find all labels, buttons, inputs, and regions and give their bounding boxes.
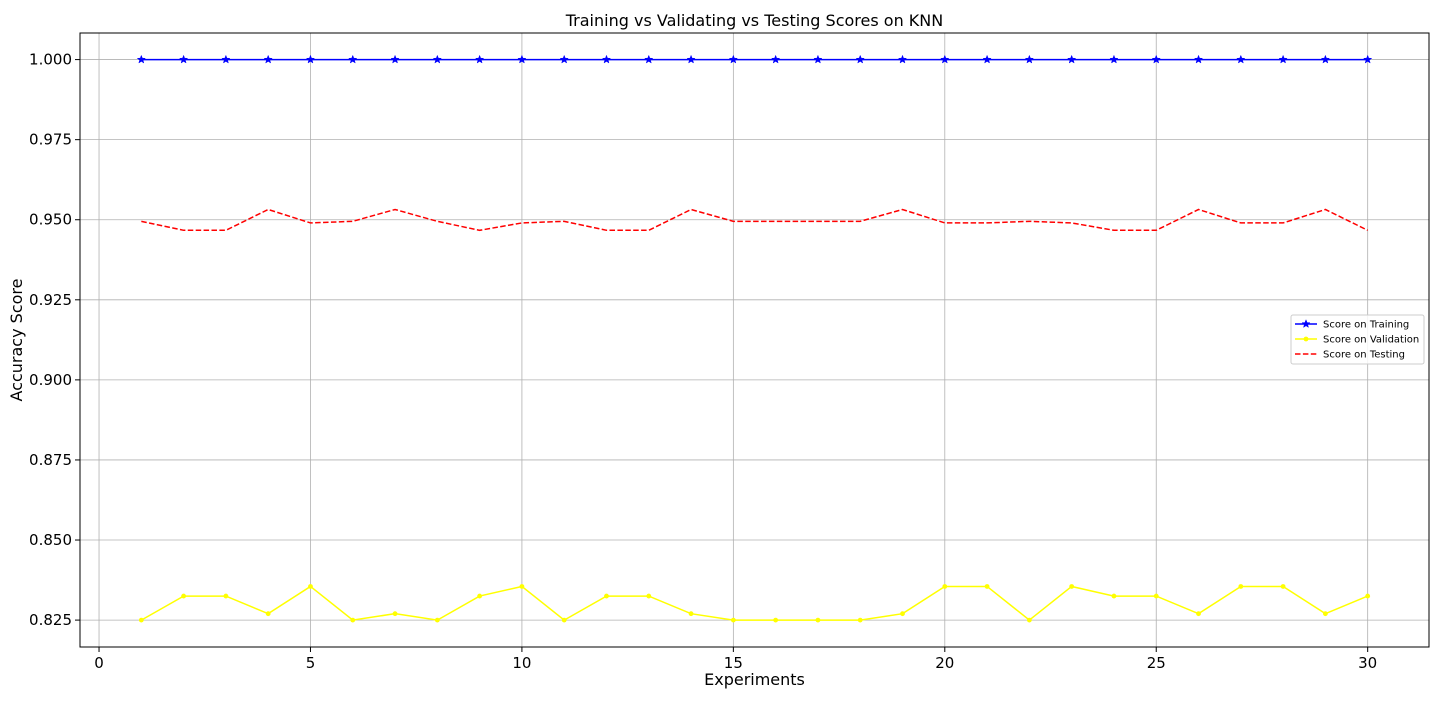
series-line: [140, 585, 1368, 622]
legend-marker: [1303, 336, 1309, 342]
data-point: [1153, 593, 1159, 599]
data-point: [1109, 54, 1119, 64]
data-point: [688, 611, 694, 617]
x-tick-label: 20: [935, 654, 954, 672]
data-point: [813, 54, 823, 64]
legend-box: [1290, 314, 1425, 365]
data-point: [221, 54, 231, 64]
data-point: [392, 611, 398, 617]
legend-marker: [1301, 319, 1311, 328]
data-point: [730, 617, 736, 623]
legend-item: Score on Testing: [1295, 350, 1405, 361]
data-point: [138, 617, 144, 623]
data-point: [815, 617, 821, 623]
series-line: [141, 208, 1369, 232]
data-point: [1238, 584, 1244, 589]
data-point: [178, 54, 189, 64]
legend-label: Score on Validation: [1323, 335, 1419, 346]
data-point: [519, 584, 525, 589]
data-point: [1236, 54, 1246, 64]
data-point: [1363, 54, 1373, 64]
grid: [80, 33, 1429, 647]
data-point: [1193, 54, 1204, 64]
data-point: [265, 611, 271, 617]
legend-item: Score on Training: [1295, 319, 1409, 331]
x-tick-label: 0: [94, 654, 104, 672]
data-point: [1151, 54, 1161, 64]
data-point: [517, 54, 527, 64]
data-point: [561, 617, 567, 623]
data-point: [1111, 593, 1117, 599]
y-tick-label: 0.925: [29, 291, 72, 309]
x-tick-label: 25: [1147, 654, 1166, 672]
data-point: [728, 54, 739, 64]
data-point: [982, 54, 992, 64]
y-tick-label: 1.000: [29, 51, 72, 69]
y-tick-label: 0.875: [29, 451, 72, 469]
data-point: [942, 584, 948, 589]
data-point: [897, 54, 908, 64]
data-point: [1322, 611, 1328, 617]
data-point: [940, 54, 950, 64]
data-point: [686, 54, 696, 64]
data-point: [984, 584, 990, 589]
legend-item: Score on Validation: [1295, 335, 1419, 346]
x-tick-label: 10: [512, 654, 531, 672]
data-point: [1365, 593, 1371, 599]
data-point: [434, 617, 440, 623]
y-tick-label: 0.950: [29, 211, 72, 229]
data-point: [432, 54, 443, 64]
data-point: [136, 54, 146, 64]
y-axis-label: Accuracy Score: [7, 279, 26, 402]
series-score-on-validation: [138, 584, 1371, 623]
data-point: [1196, 611, 1201, 617]
legend: Score on Training Score on Validation Scor…: [1290, 314, 1425, 365]
data-point: [263, 54, 273, 64]
ticks: 0 5 10 15 20 25 30 0.825 0.850 0.875 0.900 0.925 0.9…: [29, 51, 1377, 672]
x-tick-label: 30: [1358, 654, 1377, 672]
data-point: [644, 54, 654, 64]
y-tick-label: 0.900: [29, 371, 72, 389]
series-layer: [136, 54, 1373, 623]
data-point: [1320, 54, 1331, 64]
x-tick-label: 15: [724, 654, 743, 672]
data-point: [181, 593, 187, 599]
data-point: [1066, 54, 1077, 64]
data-point: [308, 584, 313, 589]
y-tick-label: 0.975: [29, 131, 72, 149]
data-point: [646, 593, 652, 599]
data-point: [559, 54, 569, 64]
plot-frame: [79, 32, 1430, 648]
data-point: [348, 54, 358, 64]
x-axis-label: Experiments: [704, 670, 805, 689]
data-point: [477, 593, 483, 599]
y-tick-label: 0.850: [29, 531, 72, 549]
data-point: [1069, 584, 1075, 589]
data-point: [604, 593, 609, 599]
data-point: [390, 54, 400, 64]
data-point: [1278, 54, 1288, 64]
data-point: [855, 54, 865, 64]
data-point: [773, 617, 779, 623]
data-point: [1280, 584, 1286, 589]
data-point: [474, 54, 485, 64]
series-score-on-testing: [141, 208, 1369, 232]
data-point: [1024, 54, 1035, 64]
data-point: [223, 593, 229, 599]
x-tick-label: 5: [306, 654, 316, 672]
data-point: [857, 617, 863, 623]
legend-label: Score on Training: [1323, 320, 1409, 331]
data-point: [350, 617, 356, 623]
data-point: [305, 54, 316, 64]
y-tick-label: 0.825: [29, 611, 72, 629]
data-point: [770, 54, 781, 64]
data-point: [900, 611, 905, 617]
legend-label: Score on Testing: [1323, 350, 1405, 361]
chart-title: Training vs Validating vs Testing Scores…: [565, 11, 943, 30]
data-point: [1026, 617, 1032, 623]
series-score-on-training: [136, 54, 1373, 64]
data-point: [601, 54, 612, 64]
